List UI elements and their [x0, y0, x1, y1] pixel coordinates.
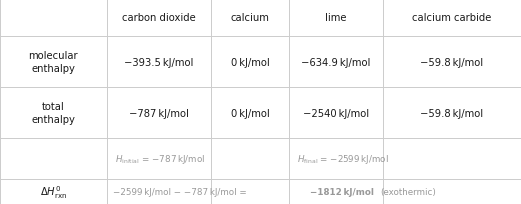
Text: total
enthalpy: total enthalpy [31, 102, 76, 125]
Text: calcium carbide: calcium carbide [412, 13, 492, 23]
Text: −1812 kJ/mol: −1812 kJ/mol [310, 187, 374, 196]
Text: −59.8 kJ/mol: −59.8 kJ/mol [420, 57, 483, 67]
Text: $H_{\mathrm{initial}}$ = −787 kJ/mol: $H_{\mathrm{initial}}$ = −787 kJ/mol [115, 153, 205, 166]
Text: −393.5 kJ/mol: −393.5 kJ/mol [124, 57, 194, 67]
Text: −787 kJ/mol: −787 kJ/mol [129, 108, 189, 118]
Text: calcium: calcium [231, 13, 269, 23]
Text: −634.9 kJ/mol: −634.9 kJ/mol [301, 57, 371, 67]
Text: lime: lime [325, 13, 347, 23]
Text: molecular
enthalpy: molecular enthalpy [29, 51, 78, 74]
Text: carbon dioxide: carbon dioxide [122, 13, 196, 23]
Text: −2540 kJ/mol: −2540 kJ/mol [303, 108, 369, 118]
Text: (exothermic): (exothermic) [380, 187, 436, 196]
Text: $H_{\mathrm{final}}$ = −2599 kJ/mol: $H_{\mathrm{final}}$ = −2599 kJ/mol [297, 153, 389, 166]
Text: 0 kJ/mol: 0 kJ/mol [231, 57, 269, 67]
Text: −59.8 kJ/mol: −59.8 kJ/mol [420, 108, 483, 118]
Text: 0 kJ/mol: 0 kJ/mol [231, 108, 269, 118]
Text: $\Delta H^0_{\mathrm{rxn}}$: $\Delta H^0_{\mathrm{rxn}}$ [40, 183, 67, 200]
Text: −2599 kJ/mol − −787 kJ/mol =: −2599 kJ/mol − −787 kJ/mol = [113, 187, 250, 196]
